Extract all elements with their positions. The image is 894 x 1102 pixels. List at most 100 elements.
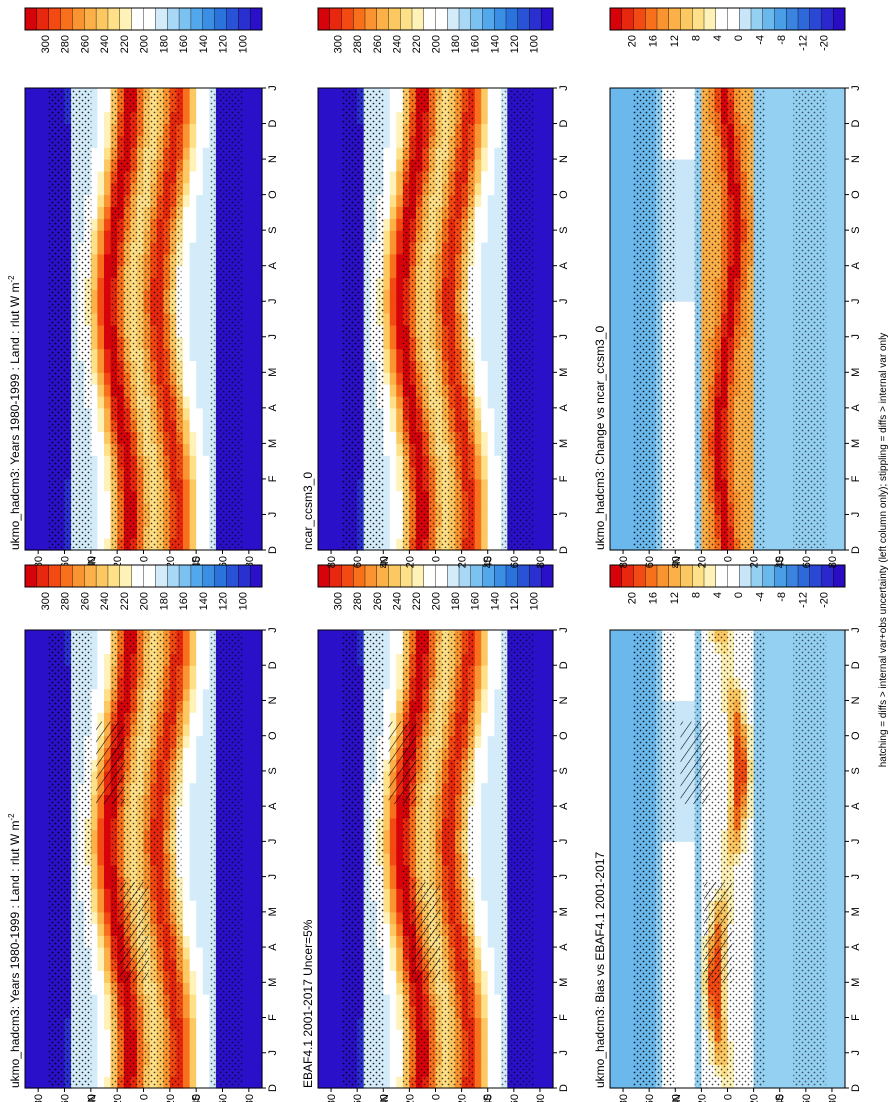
heatmap-cell [324,159,332,172]
heatmap-cell [242,1052,250,1066]
heatmap-cell [242,723,250,737]
heatmap-cell [533,735,541,748]
heatmap-cell [183,490,191,504]
heatmap-cell [90,630,98,643]
colorbar-tick-label: 240 [99,35,111,53]
heatmap-cell [31,806,39,819]
heatmap-cell [90,923,98,936]
heatmap-cell [242,794,250,807]
heatmap-cell [331,490,339,504]
heatmap-cell [331,1005,339,1019]
heatmap-cell [25,313,33,326]
heatmap-cell [383,700,391,713]
heatmap-cell [44,1076,52,1089]
heatmap-cell [196,653,204,666]
heatmap-cell [324,888,332,901]
heatmap-cell [331,712,339,725]
heatmap-cell [97,478,105,492]
heatmap-cell [255,700,263,713]
heatmap-cell [337,490,345,504]
heatmap-cell [97,182,105,196]
heatmap-cell [383,443,391,456]
heatmap-cell [474,630,482,643]
heatmap-cell [331,782,339,795]
heatmap-cell [324,99,332,113]
heatmap-cell [104,817,112,831]
heatmap-cell [202,277,210,290]
heatmap-cell [242,242,250,255]
heatmap-cell [396,526,404,539]
heatmap-cell [324,419,332,433]
heatmap-cell [494,688,502,701]
heatmap-cell [97,888,105,901]
heatmap-cell [97,900,105,913]
heatmap-cell [533,923,541,936]
heatmap-cell [189,431,197,444]
heatmap-cell [255,313,263,326]
heatmap-cell [474,1064,482,1077]
heatmap-cell [196,253,204,267]
heatmap-cell [331,677,339,690]
heatmap-cell [38,490,46,504]
heatmap-cell [318,723,326,737]
heatmap-cell [383,526,391,539]
heatmap-cell [183,514,191,527]
heatmap-cell [533,947,541,960]
heatmap-cell [31,265,39,279]
heatmap-cell [242,336,250,350]
heatmap-cell [183,289,191,302]
heatmap-cell [337,688,345,701]
heatmap-cell [255,538,263,551]
heatmap-cell [183,324,191,338]
heatmap-cell [90,970,98,983]
heatmap-cell [331,407,339,421]
heatmap-cell [331,301,339,314]
heatmap-cell [189,194,197,207]
heatmap-cell [242,407,250,421]
heatmap-cell [255,900,263,913]
colorbar-swatch [494,564,507,588]
heatmap-cell [487,982,495,995]
month-tick-label: D [267,661,279,669]
heatmap-cell [255,194,263,207]
heatmap-cell [255,841,263,854]
heatmap-cell [202,700,210,713]
heatmap-cell [318,982,326,995]
heatmap-cell [196,478,204,492]
heatmap-cell [546,759,554,772]
heatmap-cell [331,147,339,160]
heatmap-cell [196,723,204,737]
heatmap-cell [31,994,39,1007]
heatmap-cell [31,443,39,456]
colorbar-tick-label: 280 [352,592,364,610]
heatmap-cell [31,514,39,527]
heatmap-cell [38,265,46,279]
heatmap-cell [44,911,52,925]
heatmap-cell [533,817,541,831]
heatmap-cell [242,419,250,433]
heatmap-cell [383,301,391,314]
heatmap-cell [25,735,33,748]
heatmap-cell [104,688,112,701]
heatmap-cell [318,253,326,267]
heatmap-cell [248,665,256,678]
heatmap-cell [255,782,263,795]
heatmap-cell [242,712,250,725]
heatmap-cell [383,372,391,385]
heatmap-cell [324,242,332,255]
heatmap-cell [396,853,404,866]
heatmap-cell [90,384,98,397]
heatmap-cell [31,396,39,409]
heatmap-cell [242,135,250,148]
heatmap-cell [202,841,210,854]
heatmap-cell [25,1052,33,1066]
heatmap-cell [242,1029,250,1042]
heatmap-cell [248,253,256,267]
heatmap-cell [90,265,98,279]
heatmap-cell [97,947,105,960]
heatmap-cell [202,712,210,725]
heatmap-cell [44,467,52,480]
heatmap-cell [546,864,554,878]
heatmap-cell [331,911,339,925]
